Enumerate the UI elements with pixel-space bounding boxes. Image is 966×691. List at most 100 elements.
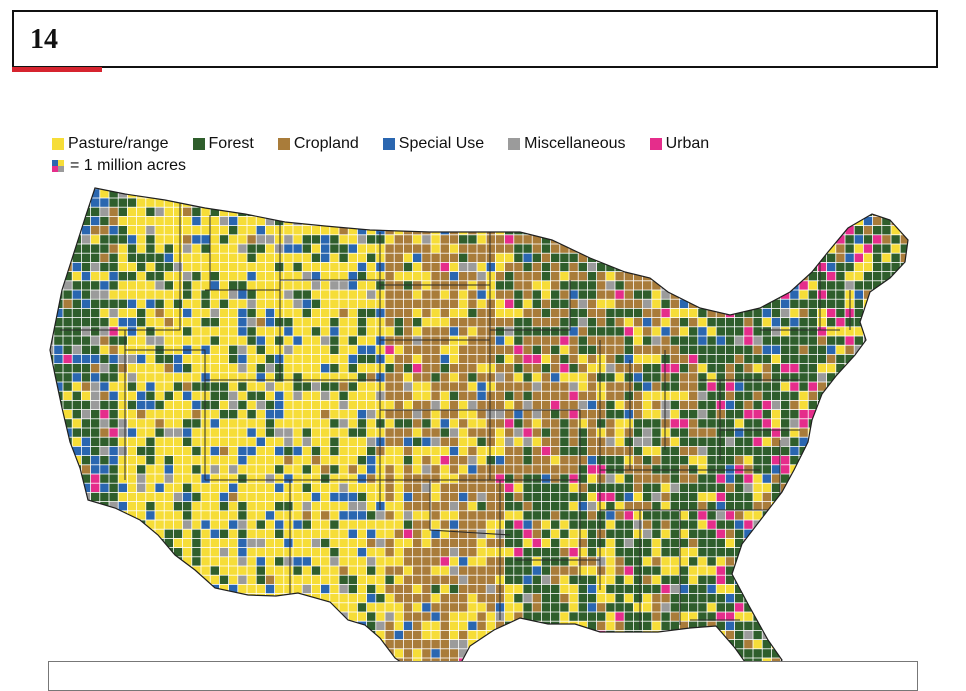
land-use-cell [652,502,661,511]
land-use-cell [183,492,192,502]
land-use-cell [146,400,155,410]
land-use-cell [311,649,321,658]
land-use-cell [293,584,302,594]
land-use-cell [827,336,836,345]
land-use-cell [284,290,293,299]
land-use-cell [81,373,91,382]
cropland-swatch [277,138,290,150]
land-use-cell [900,272,908,281]
land-use-cell [495,272,505,281]
land-use-cell [357,456,367,465]
land-use-cell [578,391,587,400]
land-use-cell [900,253,908,262]
land-use-cell [459,474,468,483]
land-use-cell [413,428,422,437]
land-use-cell [615,216,624,226]
land-use-cell [587,188,597,189]
land-use-cell [799,336,808,345]
land-use-cell [164,189,173,198]
land-use-cell [863,465,873,474]
land-use-cell [449,354,459,364]
land-use-cell [302,373,311,382]
land-use-cell [357,216,367,226]
land-use-cell [716,410,725,419]
land-use-cell [440,575,449,584]
land-use-cell [845,649,854,658]
land-use-cell [449,649,459,658]
land-use-cell [357,419,367,428]
land-use-cell [127,308,137,318]
land-use-cell [551,189,560,198]
land-use-cell [799,188,808,189]
land-use-cell [873,354,882,364]
land-use-cell [486,603,495,612]
land-use-cell [808,557,817,566]
land-use-cell [643,345,652,354]
land-use-cell [790,456,799,465]
land-use-cell [845,575,854,584]
land-use-cell [201,410,210,419]
land-use-cell [661,226,670,235]
land-use-cell [827,290,836,299]
land-use-cell [321,483,330,492]
land-use-cell [348,272,357,281]
land-use-cell [348,308,357,318]
land-use-cell [486,419,495,428]
land-use-cell [661,612,670,621]
land-use-cell [495,188,505,189]
land-use-cell [403,520,413,529]
land-use-cell [348,566,357,575]
land-use-cell [311,345,321,354]
land-use-cell [385,354,394,364]
land-use-cell [882,262,891,272]
land-use-cell [679,364,689,373]
land-use-cell [514,400,523,410]
land-use-cell [771,594,781,603]
land-use-cell [265,354,275,364]
land-use-cell [311,336,321,345]
land-use-cell [339,382,348,391]
land-use-cell [348,198,357,207]
land-use-cell [403,198,413,207]
land-use-cell [523,575,532,584]
land-use-cell [863,612,873,621]
land-use-cell [91,308,100,318]
land-use-cell [54,198,63,207]
land-use-cell [173,621,183,630]
land-use-cell [321,262,330,272]
land-use-cell [532,299,541,308]
land-use-cell [385,640,394,649]
land-use-cell [679,640,689,649]
land-use-cell [91,575,100,584]
land-use-cell [900,630,908,640]
land-use-cell [403,188,413,189]
land-use-cell [348,456,357,465]
land-use-cell [109,226,118,235]
land-use-cell [799,483,808,492]
land-use-cell [606,400,615,410]
land-use-cell [201,299,210,308]
land-use-cell [771,244,781,253]
land-use-cell [348,538,357,548]
land-use-cell [569,520,578,529]
land-use-cell [330,612,339,621]
land-use-cell [431,373,440,382]
land-use-cell [50,290,54,299]
land-use-cell [514,584,523,594]
land-use-cell [560,308,569,318]
land-use-cell [164,640,173,649]
land-use-cell [357,640,367,649]
land-use-cell [827,253,836,262]
land-use-cell [615,354,624,364]
land-use-cell [256,511,265,520]
land-use-cell [256,456,265,465]
land-use-cell [689,474,698,483]
land-use-cell [164,649,173,658]
land-use-cell [679,216,689,226]
land-use-cell [587,520,597,529]
land-use-cell [468,538,477,548]
land-use-cell [771,345,781,354]
land-use-cell [725,649,735,658]
land-use-cell [348,520,357,529]
land-use-cell [367,272,376,281]
